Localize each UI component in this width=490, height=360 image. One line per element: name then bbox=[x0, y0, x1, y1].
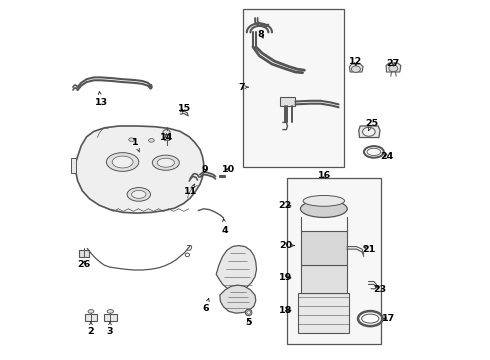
Ellipse shape bbox=[149, 85, 152, 89]
Ellipse shape bbox=[129, 138, 134, 141]
Text: 5: 5 bbox=[245, 318, 252, 328]
Ellipse shape bbox=[127, 188, 150, 201]
Ellipse shape bbox=[389, 65, 398, 72]
Ellipse shape bbox=[88, 310, 94, 313]
Ellipse shape bbox=[363, 127, 375, 136]
Text: 24: 24 bbox=[381, 152, 394, 161]
Text: 13: 13 bbox=[95, 92, 108, 107]
Ellipse shape bbox=[112, 156, 133, 168]
Text: 19: 19 bbox=[279, 274, 292, 282]
Text: 11: 11 bbox=[184, 184, 197, 196]
Polygon shape bbox=[349, 64, 363, 72]
Polygon shape bbox=[298, 293, 349, 333]
Text: 7: 7 bbox=[239, 83, 248, 91]
Text: 20: 20 bbox=[279, 241, 294, 250]
Text: 27: 27 bbox=[387, 58, 400, 68]
Bar bbox=[288, 178, 381, 344]
Polygon shape bbox=[72, 158, 76, 173]
Text: 9: 9 bbox=[201, 165, 208, 174]
Ellipse shape bbox=[300, 200, 347, 217]
Polygon shape bbox=[386, 63, 401, 72]
Text: 6: 6 bbox=[202, 298, 209, 313]
Text: 10: 10 bbox=[222, 165, 235, 174]
Text: 23: 23 bbox=[373, 285, 387, 294]
Text: 4: 4 bbox=[222, 219, 228, 235]
Text: 12: 12 bbox=[349, 57, 363, 66]
Text: 21: 21 bbox=[363, 245, 376, 253]
Polygon shape bbox=[301, 265, 347, 293]
Text: 25: 25 bbox=[365, 118, 378, 131]
Text: 22: 22 bbox=[279, 202, 292, 210]
Ellipse shape bbox=[163, 130, 170, 135]
Text: 18: 18 bbox=[279, 306, 292, 315]
Ellipse shape bbox=[152, 155, 179, 170]
Text: 16: 16 bbox=[318, 171, 331, 180]
Polygon shape bbox=[104, 314, 117, 321]
Text: 14: 14 bbox=[160, 133, 173, 142]
Ellipse shape bbox=[157, 158, 174, 167]
Polygon shape bbox=[79, 250, 90, 257]
Text: 15: 15 bbox=[178, 104, 191, 113]
Bar bbox=[243, 9, 344, 167]
Ellipse shape bbox=[367, 148, 381, 156]
Polygon shape bbox=[280, 97, 295, 106]
Ellipse shape bbox=[303, 195, 344, 206]
Text: 3: 3 bbox=[107, 322, 113, 336]
Polygon shape bbox=[359, 126, 380, 138]
Text: 26: 26 bbox=[77, 260, 90, 269]
Text: 8: 8 bbox=[258, 30, 265, 39]
Ellipse shape bbox=[148, 139, 154, 142]
Ellipse shape bbox=[362, 314, 379, 323]
Polygon shape bbox=[85, 314, 98, 321]
Ellipse shape bbox=[106, 153, 139, 171]
Text: 17: 17 bbox=[382, 314, 395, 323]
Polygon shape bbox=[301, 231, 347, 265]
Polygon shape bbox=[220, 285, 256, 313]
Ellipse shape bbox=[351, 66, 360, 72]
Ellipse shape bbox=[107, 310, 114, 313]
Ellipse shape bbox=[132, 190, 146, 198]
Ellipse shape bbox=[245, 309, 252, 316]
Text: 1: 1 bbox=[132, 138, 140, 152]
Polygon shape bbox=[163, 134, 170, 137]
Text: 2: 2 bbox=[88, 322, 94, 336]
Ellipse shape bbox=[247, 311, 250, 314]
Polygon shape bbox=[164, 137, 170, 140]
Polygon shape bbox=[76, 126, 204, 213]
Polygon shape bbox=[216, 246, 257, 291]
